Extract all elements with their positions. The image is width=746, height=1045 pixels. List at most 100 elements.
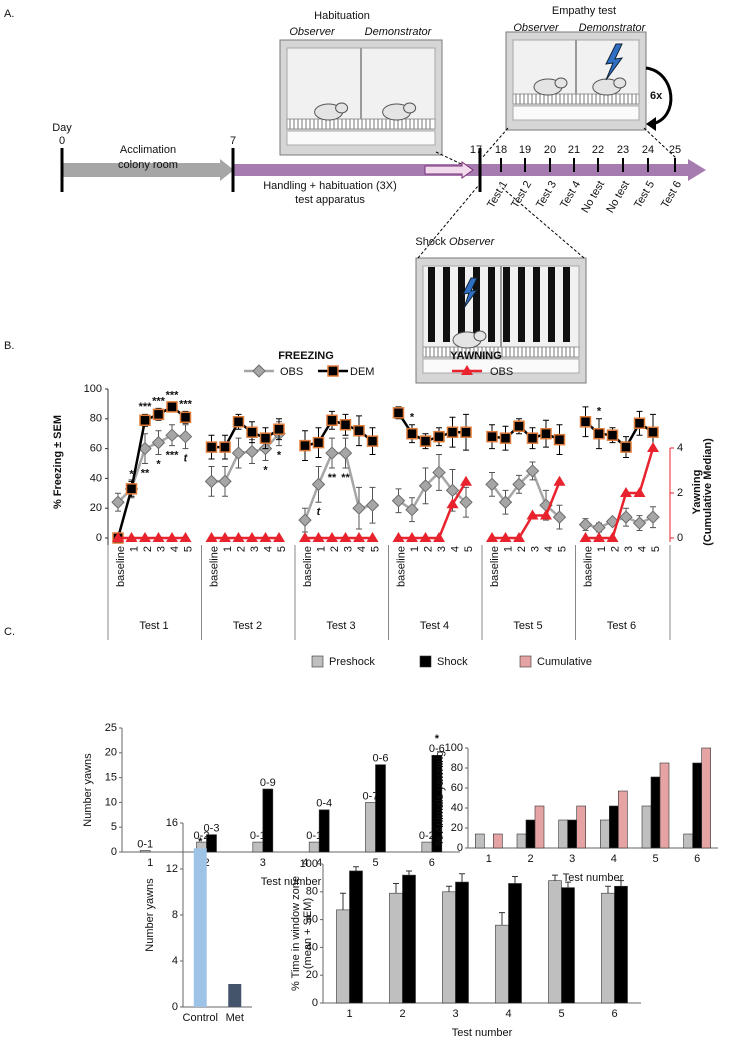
y-tick-label: 40 — [451, 802, 463, 814]
marker — [273, 532, 285, 542]
test-day-label: Test 4 — [558, 179, 583, 210]
marker — [552, 510, 567, 524]
marker — [579, 416, 592, 428]
x-tick-label: 4 — [611, 853, 617, 865]
bar — [421, 841, 433, 853]
marker — [231, 446, 246, 460]
y-tick-label: 40 — [306, 941, 318, 953]
x-tick-label: 1 — [128, 546, 140, 552]
range-label: 0-2 — [194, 830, 210, 842]
marker — [606, 532, 619, 542]
error-bar — [565, 881, 571, 888]
legend-label: OBS — [490, 366, 513, 378]
marker — [327, 365, 339, 377]
x-tick-label: 4 — [316, 857, 322, 869]
y-tick-label: 15 — [105, 772, 117, 784]
cage-bar — [458, 267, 465, 342]
bar — [508, 883, 522, 1004]
x-tick-label: 5 — [276, 546, 288, 552]
day-label: 17 — [470, 144, 482, 156]
bar — [618, 790, 628, 849]
y-tick-label: 12 — [166, 863, 178, 875]
x-tick-label: 1 — [222, 546, 234, 552]
x-tick-label: 5 — [558, 1008, 564, 1020]
y-tick-label: 5 — [111, 821, 117, 833]
marker — [339, 532, 352, 542]
cage-floor — [422, 346, 580, 358]
marker — [593, 427, 605, 440]
marker — [166, 532, 178, 542]
y-tick-label: 25 — [105, 722, 117, 734]
marker — [125, 483, 138, 495]
cage-role: Demonstrator — [579, 22, 647, 34]
bar — [308, 841, 320, 853]
range-label: 0-6 — [429, 743, 445, 755]
rat-head — [473, 330, 487, 342]
x-tick-label: 5 — [650, 546, 662, 552]
cage-base — [512, 105, 640, 121]
marker — [299, 439, 311, 452]
group-label: Test 5 — [513, 620, 542, 632]
marker — [352, 501, 366, 515]
y-axis-title: % Freezing ± SEM — [52, 415, 64, 509]
marker — [620, 487, 632, 497]
series-line — [492, 481, 561, 540]
series-line — [116, 405, 187, 539]
y-tick-label: 20 — [105, 747, 117, 759]
x-tick-label: 2 — [329, 546, 341, 552]
marker — [166, 401, 178, 413]
x-tick-label: 3 — [623, 546, 635, 552]
legend-label: Preshock — [329, 656, 375, 668]
marker — [433, 430, 445, 443]
y-tick-label: 20 — [306, 969, 318, 981]
range-label: 0-7 — [363, 790, 379, 802]
error-bar — [446, 885, 452, 892]
significance: * — [597, 406, 602, 418]
marker — [152, 532, 165, 542]
marker — [461, 365, 473, 375]
error-bar — [605, 885, 611, 894]
marker — [326, 532, 338, 542]
x-tick-label: 1 — [315, 546, 327, 552]
x-tick-label: baseline — [115, 546, 127, 587]
cage-role: Demonstrator — [365, 26, 433, 38]
phase-label: test apparatus — [295, 194, 365, 206]
x-tick-label: Met — [226, 1012, 244, 1024]
x-tick-label: 6 — [694, 853, 700, 865]
marker — [299, 532, 311, 542]
marker — [246, 532, 258, 542]
marker — [459, 495, 473, 509]
marker — [112, 532, 124, 542]
y-tick-label: 100 — [84, 383, 102, 395]
y-tick-label: 60 — [451, 782, 463, 794]
group-label: Test 1 — [139, 620, 168, 632]
y2-tick-label: 2 — [677, 487, 683, 499]
bar — [659, 762, 670, 849]
connector — [435, 151, 479, 173]
legend-swatch — [311, 655, 324, 668]
test-day-label: Test 1 — [485, 179, 510, 210]
significance: ** — [341, 472, 350, 484]
marker — [486, 430, 498, 443]
x-tick-label: 4 — [449, 546, 461, 552]
x-tick-label: baseline — [489, 546, 501, 587]
error-bar — [340, 892, 346, 910]
y-tick-label: 0 — [312, 997, 318, 1009]
bar — [548, 880, 562, 1004]
x-tick-label: 1 — [409, 546, 421, 552]
range-label: 0-1 — [306, 830, 322, 842]
marker — [485, 477, 499, 492]
significance: *** — [166, 450, 180, 462]
marker — [540, 427, 552, 440]
cage-bar — [443, 267, 450, 342]
bar — [495, 924, 509, 1004]
marker — [647, 426, 659, 438]
x-tick-label: 4 — [543, 546, 555, 552]
connector — [481, 127, 509, 159]
y-tick-label: 16 — [166, 817, 178, 829]
y-tick-label: 60 — [306, 914, 318, 926]
bar — [692, 762, 702, 849]
marker — [512, 477, 526, 492]
acclimation-arrow — [62, 159, 234, 181]
x-tick-label: baseline — [302, 546, 314, 587]
